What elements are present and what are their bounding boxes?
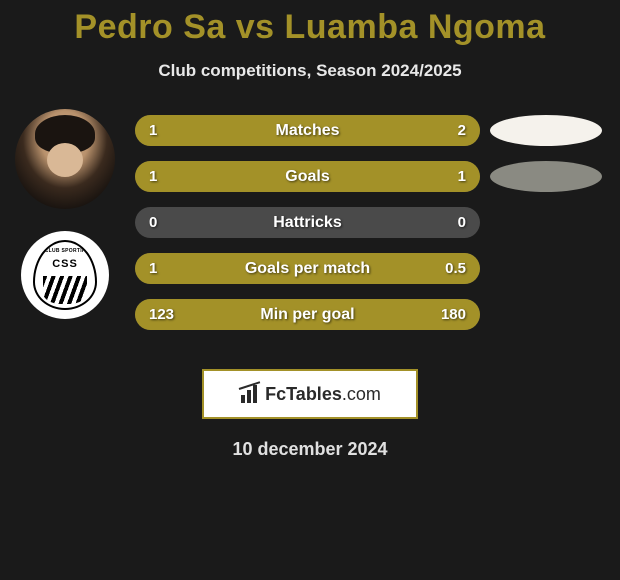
comparison-panel: CLUB SPORTIF CSS 12Matches 11Goals 00Hattr… <box>0 109 620 349</box>
club-badge-shield: CLUB SPORTIF CSS <box>33 240 97 310</box>
stat-label: Min per goal <box>135 299 480 330</box>
stat-row: 11Goals <box>135 161 480 192</box>
club-initials: CSS <box>35 258 95 270</box>
stat-row: 00Hattricks <box>135 207 480 238</box>
brand-suffix: .com <box>342 384 381 404</box>
avatar-column: CLUB SPORTIF CSS <box>10 109 120 319</box>
brand-box: FcTables.com <box>202 369 418 419</box>
club-stripes-icon <box>43 276 87 304</box>
player-avatar <box>15 109 115 209</box>
stat-label: Goals <box>135 161 480 192</box>
club-top-text: CLUB SPORTIF <box>35 248 95 254</box>
club-badge: CLUB SPORTIF CSS <box>21 231 109 319</box>
result-pill <box>490 161 602 192</box>
stat-row: 123180Min per goal <box>135 299 480 330</box>
page-title: Pedro Sa vs Luamba Ngoma <box>0 0 620 47</box>
result-pill <box>490 115 602 146</box>
comparison-bars: 12Matches 11Goals 00Hattricks 10.5Goals per… <box>135 115 480 345</box>
stat-label: Goals per match <box>135 253 480 284</box>
brand-name: FcTables <box>265 384 342 404</box>
stat-row: 12Matches <box>135 115 480 146</box>
stat-label: Hattricks <box>135 207 480 238</box>
brand-chart-icon <box>239 385 261 403</box>
result-pills <box>490 115 602 345</box>
page-subtitle: Club competitions, Season 2024/2025 <box>0 61 620 81</box>
stat-label: Matches <box>135 115 480 146</box>
brand-text: FcTables.com <box>265 384 381 405</box>
stat-row: 10.5Goals per match <box>135 253 480 284</box>
date-label: 10 december 2024 <box>0 439 620 460</box>
